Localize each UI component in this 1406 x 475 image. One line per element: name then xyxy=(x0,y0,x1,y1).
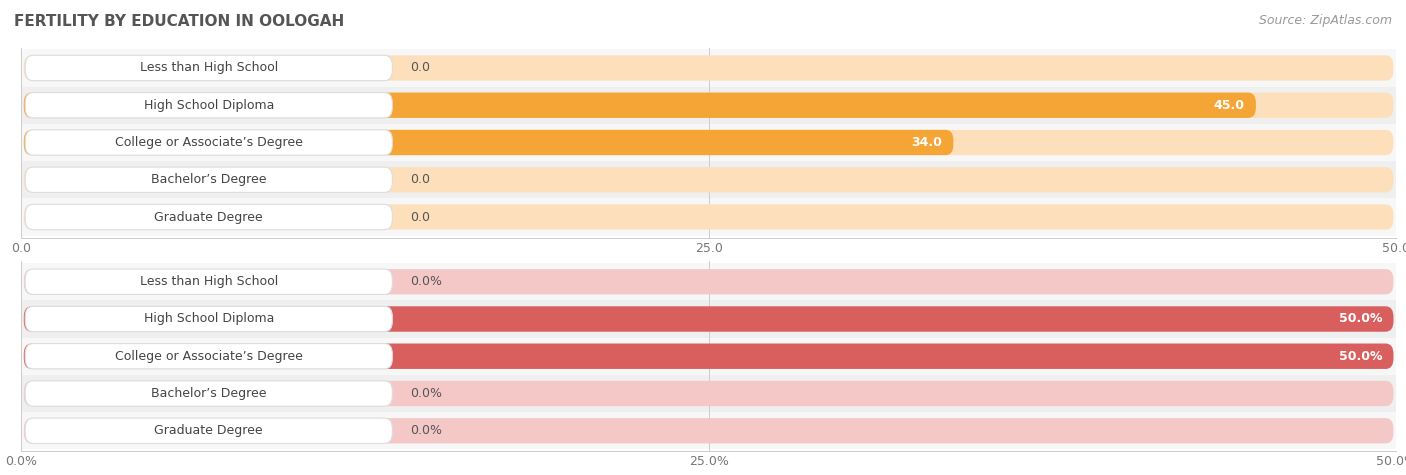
Bar xyxy=(21,49,1396,86)
Text: 45.0: 45.0 xyxy=(1213,99,1244,112)
Text: Less than High School: Less than High School xyxy=(139,61,278,75)
Bar xyxy=(21,124,1396,161)
Text: 0.0: 0.0 xyxy=(411,210,430,224)
Text: Graduate Degree: Graduate Degree xyxy=(155,210,263,224)
FancyBboxPatch shape xyxy=(25,381,392,406)
FancyBboxPatch shape xyxy=(24,343,1393,369)
FancyBboxPatch shape xyxy=(25,55,392,81)
Text: 0.0: 0.0 xyxy=(411,173,430,186)
Text: 0.0%: 0.0% xyxy=(411,275,443,288)
FancyBboxPatch shape xyxy=(24,269,1393,294)
Text: 34.0: 34.0 xyxy=(911,136,942,149)
Text: Bachelor’s Degree: Bachelor’s Degree xyxy=(150,173,267,186)
Bar xyxy=(21,412,1396,449)
Bar xyxy=(21,338,1396,375)
Text: 0.0%: 0.0% xyxy=(411,387,443,400)
FancyBboxPatch shape xyxy=(25,269,392,294)
FancyBboxPatch shape xyxy=(24,55,1393,81)
FancyBboxPatch shape xyxy=(25,204,392,230)
Text: Graduate Degree: Graduate Degree xyxy=(155,424,263,437)
Text: High School Diploma: High School Diploma xyxy=(143,313,274,325)
FancyBboxPatch shape xyxy=(25,418,392,444)
Text: FERTILITY BY EDUCATION IN OOLOGAH: FERTILITY BY EDUCATION IN OOLOGAH xyxy=(14,14,344,29)
FancyBboxPatch shape xyxy=(25,167,392,192)
FancyBboxPatch shape xyxy=(25,306,392,332)
Text: 0.0%: 0.0% xyxy=(411,424,443,437)
Bar xyxy=(21,161,1396,199)
Text: High School Diploma: High School Diploma xyxy=(143,99,274,112)
FancyBboxPatch shape xyxy=(24,306,1393,332)
Bar xyxy=(21,375,1396,412)
FancyBboxPatch shape xyxy=(24,343,1393,369)
Text: College or Associate’s Degree: College or Associate’s Degree xyxy=(115,350,302,363)
Bar xyxy=(21,86,1396,124)
FancyBboxPatch shape xyxy=(24,93,1256,118)
FancyBboxPatch shape xyxy=(24,204,1393,230)
FancyBboxPatch shape xyxy=(25,93,392,118)
FancyBboxPatch shape xyxy=(25,130,392,155)
FancyBboxPatch shape xyxy=(24,418,1393,444)
FancyBboxPatch shape xyxy=(24,130,1393,155)
Text: Source: ZipAtlas.com: Source: ZipAtlas.com xyxy=(1258,14,1392,27)
Text: Less than High School: Less than High School xyxy=(139,275,278,288)
FancyBboxPatch shape xyxy=(24,130,953,155)
FancyBboxPatch shape xyxy=(25,343,392,369)
FancyBboxPatch shape xyxy=(24,381,1393,406)
Text: Bachelor’s Degree: Bachelor’s Degree xyxy=(150,387,267,400)
FancyBboxPatch shape xyxy=(24,93,1393,118)
Bar xyxy=(21,300,1396,338)
Text: 50.0%: 50.0% xyxy=(1339,350,1382,363)
Bar xyxy=(21,199,1396,236)
Text: 50.0%: 50.0% xyxy=(1339,313,1382,325)
FancyBboxPatch shape xyxy=(24,167,1393,192)
Text: 0.0: 0.0 xyxy=(411,61,430,75)
Text: College or Associate’s Degree: College or Associate’s Degree xyxy=(115,136,302,149)
FancyBboxPatch shape xyxy=(24,306,1393,332)
Bar xyxy=(21,263,1396,300)
